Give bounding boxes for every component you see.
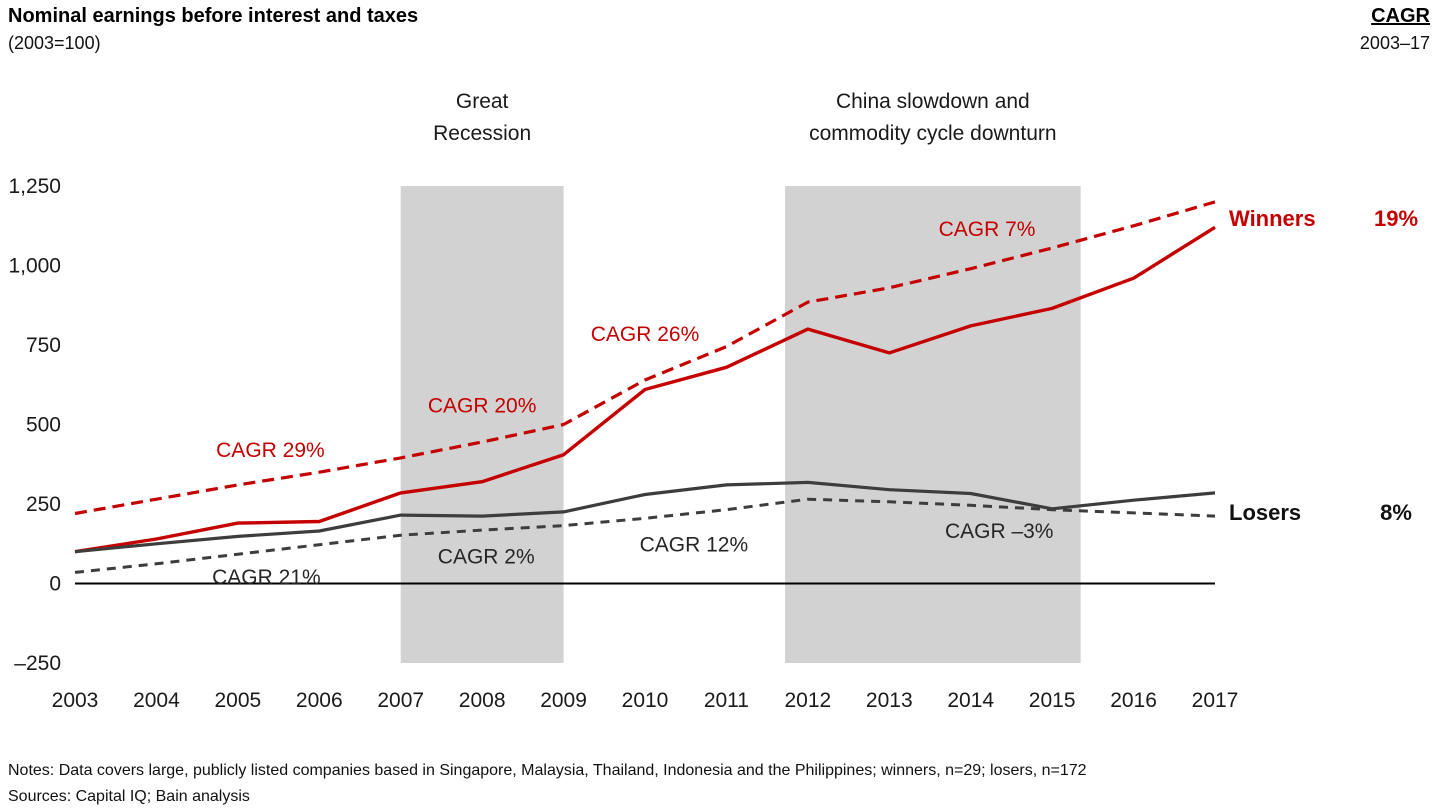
x-tick-label: 2014 — [947, 689, 994, 712]
footer: Notes: Data covers large, publicly liste… — [8, 758, 1087, 810]
cagr-annotation: CAGR 29% — [216, 439, 325, 462]
series-line-winners-trend — [74, 200, 1216, 516]
title-block: Nominal earnings before interest and tax… — [8, 5, 418, 54]
cagr-header-period: 2003–17 — [1359, 33, 1430, 53]
x-tick-label: 2010 — [622, 689, 669, 712]
cagr-annotation: CAGR 26% — [591, 323, 700, 346]
y-tick-label: 1,000 — [8, 255, 61, 278]
y-tick-label: 250 — [26, 493, 61, 516]
cagr-header: CAGR 2003–17 — [1360, 5, 1430, 54]
chart-title: Nominal earnings before interest and tax… — [8, 5, 419, 27]
x-tick-label: 2008 — [459, 689, 506, 712]
x-tick-label: 2012 — [784, 689, 831, 712]
cagr-header-label: CAGR — [1371, 5, 1430, 27]
series-line-losers — [74, 480, 1216, 554]
cagr-annotation: CAGR 2% — [438, 545, 535, 568]
x-tick-label: 2003 — [52, 689, 99, 712]
chart-subtitle: (2003=100) — [8, 33, 101, 53]
x-tick-label: 2007 — [377, 689, 424, 712]
series-cagr-value: 19% — [1374, 206, 1418, 231]
recession-band — [785, 186, 1081, 663]
cagr-annotation: CAGR 21% — [212, 566, 321, 589]
x-tick-label: 2013 — [866, 689, 913, 712]
notes-line: Notes: Data covers large, publicly liste… — [8, 762, 1087, 779]
cagr-annotation: CAGR –3% — [945, 520, 1054, 543]
series-end-label: Winners — [1229, 206, 1316, 231]
x-tick-label: 2011 — [704, 689, 749, 712]
x-tick-label: 2006 — [296, 689, 343, 712]
y-tick-label: 750 — [26, 334, 61, 357]
x-tick-label: 2015 — [1029, 689, 1076, 712]
y-tick-label: –250 — [14, 652, 61, 675]
y-tick-label: 500 — [26, 414, 61, 437]
band-label: Great Recession — [433, 90, 531, 145]
y-tick-label: 1,250 — [8, 175, 61, 198]
sources-line: Sources: Capital IQ; Bain analysis — [8, 788, 250, 805]
x-tick-label: 2005 — [214, 689, 261, 712]
x-tick-label: 2009 — [540, 689, 587, 712]
cagr-annotation: CAGR 12% — [640, 534, 749, 557]
series-line-winners — [74, 225, 1216, 554]
x-tick-label: 2004 — [133, 689, 180, 712]
y-tick-label: 0 — [49, 573, 61, 596]
cagr-annotation: CAGR 20% — [428, 394, 537, 417]
band-label: China slowdown and commodity cycle downtu… — [809, 90, 1056, 145]
recession-band — [400, 186, 564, 663]
series-end-label: Losers — [1229, 500, 1301, 525]
x-tick-label: 2017 — [1192, 689, 1239, 712]
cagr-annotation: CAGR 7% — [939, 218, 1036, 241]
x-tick-label: 2016 — [1110, 689, 1157, 712]
series-cagr-value: 8% — [1380, 500, 1412, 525]
